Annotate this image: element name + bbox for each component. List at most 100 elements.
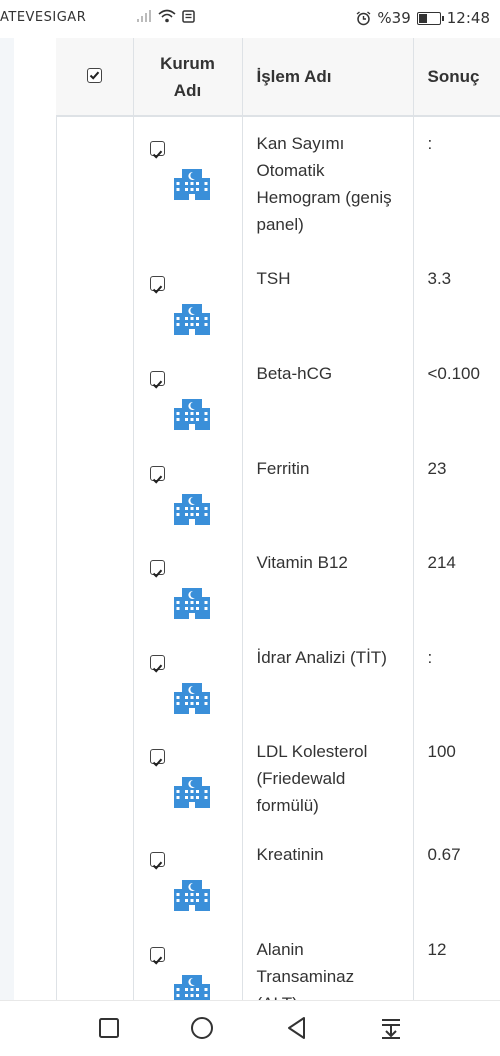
procedure-name-cell: TSH — [242, 252, 414, 347]
message-icon — [182, 9, 195, 23]
institution-cell — [133, 116, 243, 252]
table-row[interactable]: TSH 3.3 — [56, 252, 500, 347]
procedure-name-cell: Vitamin B12 — [242, 536, 414, 631]
row-checkbox[interactable] — [149, 466, 165, 484]
checkmark-icon — [152, 664, 162, 673]
system-nav-bar — [0, 1000, 500, 1056]
checkmark-icon — [152, 380, 162, 389]
hospital-icon — [173, 588, 210, 619]
row-checkbox[interactable] — [149, 371, 165, 389]
checkmark-icon — [152, 285, 162, 294]
select-all-checkbox[interactable] — [86, 68, 102, 83]
row-spacer-cell — [56, 725, 134, 828]
home-icon — [191, 1017, 213, 1039]
procedure-name-cell: Kan Sayımı Otomatik Hemogram (geniş pane… — [242, 116, 414, 252]
alarm-icon — [356, 10, 371, 25]
institution-cell — [133, 725, 243, 828]
row-spacer-cell — [56, 252, 134, 347]
procedure-name-cell: İdrar Analizi (TİT) — [242, 631, 414, 725]
notification-pull-icon — [382, 1019, 400, 1039]
row-checkbox[interactable] — [149, 141, 165, 159]
row-checkbox[interactable] — [149, 655, 165, 673]
row-spacer-cell — [56, 631, 134, 725]
checkmark-icon — [152, 956, 162, 965]
table-row[interactable]: LDL Kolesterol (Friedewald formülü) 100 — [56, 725, 500, 828]
table-body: Kan Sayımı Otomatik Hemogram (geniş pane… — [56, 116, 500, 1000]
recents-icon — [99, 1018, 119, 1038]
table-row[interactable]: Alanin Transaminaz (ALT) 12 — [56, 923, 500, 1000]
result-cell: 0.67 — [413, 828, 500, 923]
clock: 12:48 — [446, 9, 490, 27]
procedure-name-cell: LDL Kolesterol (Friedewald formülü) — [242, 725, 414, 828]
institution-cell — [133, 347, 243, 442]
institution-cell — [133, 442, 243, 536]
row-checkbox[interactable] — [149, 852, 165, 870]
notification-pull-button[interactable] — [378, 1015, 404, 1041]
checkmark-icon — [152, 758, 162, 767]
institution-cell — [133, 252, 243, 347]
hospital-icon — [173, 777, 210, 808]
status-bar: ATEVESIGAR %39 12:48 — [0, 0, 500, 38]
institution-cell — [133, 828, 243, 923]
procedure-name-cell: Kreatinin — [242, 828, 414, 923]
hospital-icon — [173, 399, 210, 430]
result-cell: : — [413, 116, 500, 252]
table-header-row: Kurum Adı İşlem Adı Sonuç — [56, 38, 500, 117]
home-button[interactable] — [189, 1015, 215, 1041]
battery-icon — [416, 11, 444, 25]
table-row[interactable]: Beta-hCG <0.100 — [56, 347, 500, 442]
status-right: %39 12:48 — [356, 9, 490, 27]
hospital-icon — [173, 304, 210, 335]
left-strip — [0, 38, 14, 1000]
signal-icon — [137, 10, 151, 22]
row-checkbox[interactable] — [149, 947, 165, 965]
column-header-result: Sonuç — [413, 38, 500, 117]
row-spacer-cell — [56, 116, 134, 252]
status-icons — [136, 9, 195, 23]
column-header-institution: Kurum Adı — [133, 38, 243, 117]
checkmark-icon — [152, 150, 162, 159]
battery-percent: %39 — [377, 9, 411, 27]
result-cell: 214 — [413, 536, 500, 631]
hospital-icon — [173, 494, 210, 525]
checkmark-icon — [152, 569, 162, 578]
row-spacer-cell — [56, 828, 134, 923]
carrier-label: ATEVESIGAR — [0, 10, 87, 25]
row-checkbox[interactable] — [149, 749, 165, 767]
table-row[interactable]: Vitamin B12 214 — [56, 536, 500, 631]
hospital-icon — [173, 975, 210, 1000]
result-cell: <0.100 — [413, 347, 500, 442]
institution-cell — [133, 536, 243, 631]
table-row[interactable]: Kan Sayımı Otomatik Hemogram (geniş pane… — [56, 116, 500, 252]
results-table-container[interactable]: Kurum Adı İşlem Adı Sonuç — [56, 38, 500, 1000]
table-row[interactable]: İdrar Analizi (TİT) : — [56, 631, 500, 725]
institution-cell — [133, 631, 243, 725]
checkmark-icon — [152, 861, 162, 870]
wifi-icon — [158, 9, 176, 23]
table-gutter — [14, 38, 57, 1000]
result-cell: : — [413, 631, 500, 725]
table-row[interactable]: Kreatinin 0.67 — [56, 828, 500, 923]
row-checkbox[interactable] — [149, 560, 165, 578]
institution-cell — [133, 923, 243, 1000]
procedure-name-cell: Alanin Transaminaz (ALT) — [242, 923, 414, 1000]
result-cell: 23 — [413, 442, 500, 536]
row-spacer-cell — [56, 536, 134, 631]
hospital-icon — [173, 880, 210, 911]
procedure-name-cell: Ferritin — [242, 442, 414, 536]
row-spacer-cell — [56, 923, 134, 1000]
column-header-procedure: İşlem Adı — [242, 38, 414, 117]
row-spacer-cell — [56, 442, 134, 536]
checkmark-icon — [152, 475, 162, 484]
row-checkbox[interactable] — [149, 276, 165, 294]
row-spacer-cell — [56, 347, 134, 442]
recents-button[interactable] — [96, 1015, 122, 1041]
back-icon — [288, 1017, 305, 1039]
select-all-header — [56, 38, 134, 117]
result-cell: 3.3 — [413, 252, 500, 347]
results-table: Kurum Adı İşlem Adı Sonuç — [56, 38, 500, 1000]
back-button[interactable] — [284, 1015, 310, 1041]
hospital-icon — [173, 683, 210, 714]
table-row[interactable]: Ferritin 23 — [56, 442, 500, 536]
hospital-icon — [173, 169, 210, 200]
